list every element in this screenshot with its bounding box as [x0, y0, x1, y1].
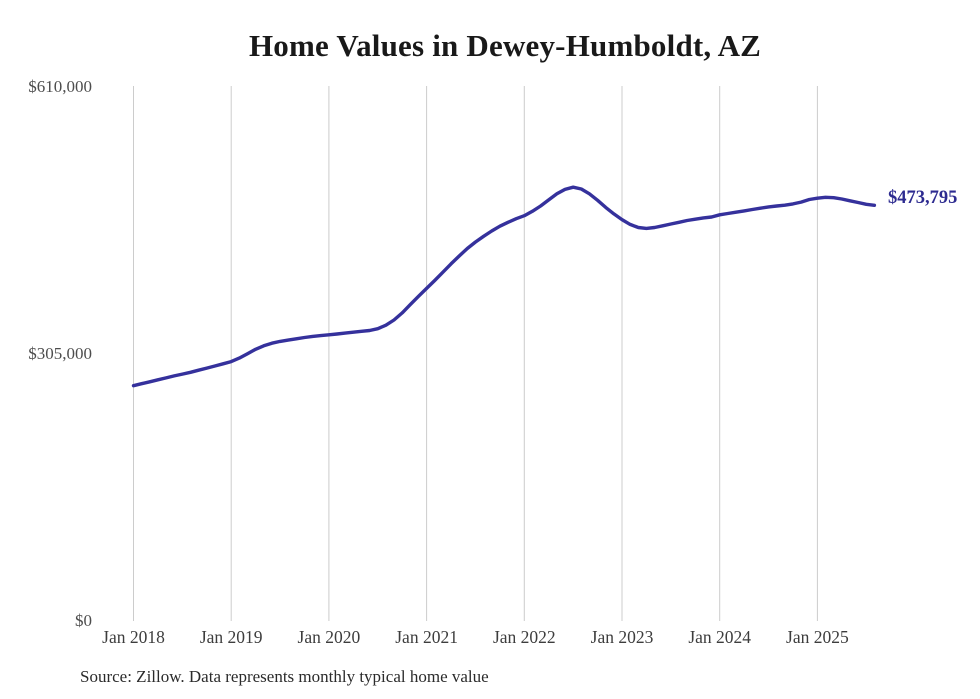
- x-axis-tick: Jan 2024: [688, 627, 752, 647]
- y-axis-tick-305000: $305,000: [28, 344, 92, 363]
- x-axis-tick: Jan 2025: [786, 627, 849, 647]
- source-note: Source: Zillow. Data represents monthly …: [80, 667, 489, 686]
- x-axis-tick: Jan 2019: [199, 627, 263, 647]
- x-axis-tick: Jan 2021: [395, 627, 458, 647]
- x-axis-tick: Jan 2022: [492, 627, 556, 647]
- home-value-line: [131, 185, 877, 388]
- x-axis-tick: Jan 2023: [590, 627, 654, 647]
- latest-value-label: $473,795: [888, 188, 958, 208]
- chart-title: Home Values in Dewey-Humboldt, AZ: [248, 28, 762, 63]
- y-axis-tick-0: $0: [75, 611, 92, 630]
- y-axis-tick-610000: $610,000: [28, 77, 92, 96]
- x-axis-tick: Jan 2020: [297, 627, 361, 647]
- x-axis-tick: Jan 2018: [102, 627, 165, 647]
